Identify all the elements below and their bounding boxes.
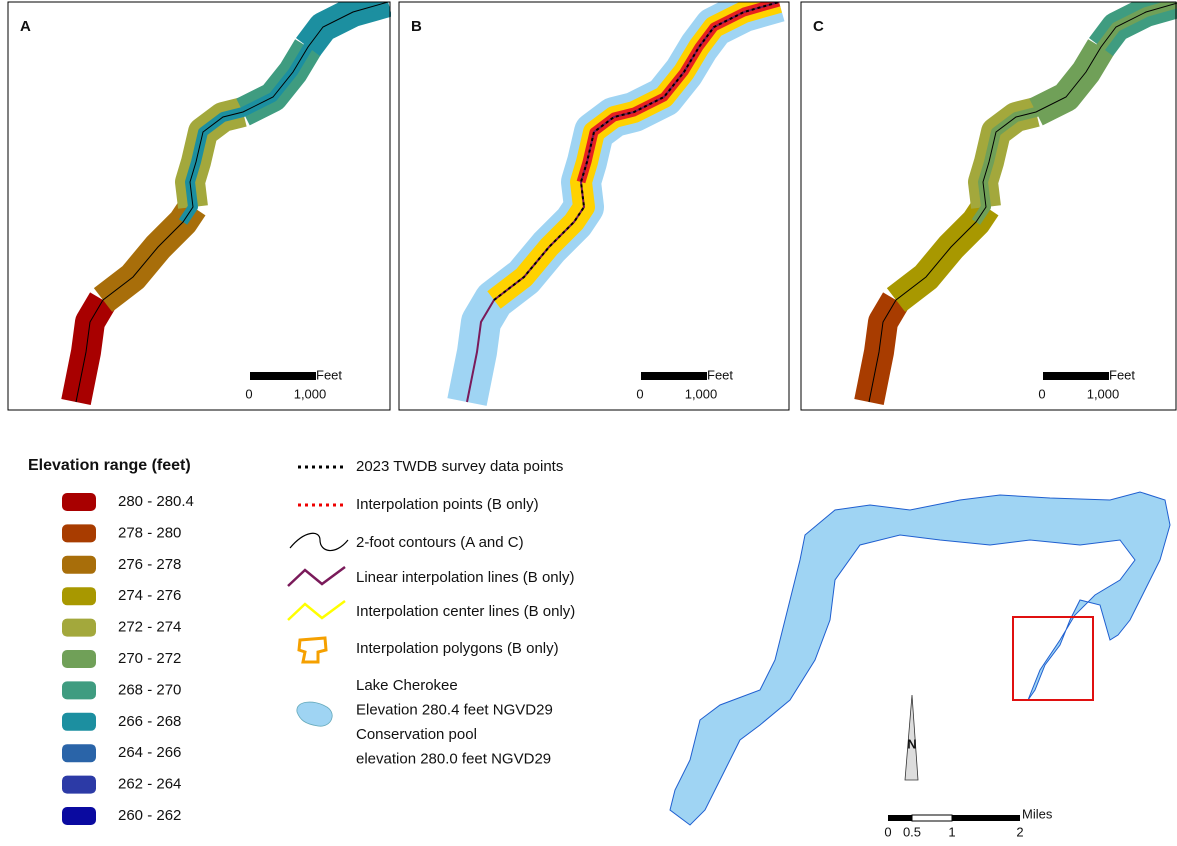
legend-label: 276 - 278 xyxy=(118,556,181,573)
lake-symbol xyxy=(297,702,332,726)
symbol-legend-labels: 2023 TWDB survey data points Interpolatio… xyxy=(356,458,575,768)
scale-bar xyxy=(250,372,316,380)
lake-label: Conservation pool xyxy=(356,726,477,743)
lake-label: Lake Cherokee xyxy=(356,677,458,694)
panel-map xyxy=(76,2,388,402)
legend-label: 274 - 276 xyxy=(118,587,181,604)
scale-label: 0 xyxy=(245,386,252,401)
location-map: N xyxy=(670,492,1170,825)
figure: A Feet 0 1,000 B Feet 0 1,000 C Feet 0 1,000 Elevat… xyxy=(0,0,1177,846)
miles-scale-labels: Miles 0 0.5 1 2 xyxy=(884,806,1052,839)
panel-map xyxy=(869,2,1177,402)
lake-label: elevation 280.0 feet NGVD29 xyxy=(356,750,551,767)
legend-swatch xyxy=(62,681,96,699)
legend-swatch xyxy=(62,713,96,731)
map-panel: A Feet 0 1,000 xyxy=(8,2,390,410)
scale-label: 1,000 xyxy=(294,386,327,401)
symbol-legend xyxy=(288,467,348,726)
legend-label: 270 - 272 xyxy=(118,650,181,667)
legend-label: 268 - 270 xyxy=(118,681,181,698)
scale-bar xyxy=(641,372,707,380)
contour xyxy=(76,2,388,402)
contour xyxy=(869,2,1177,402)
buffer xyxy=(467,2,779,402)
legend-swatch xyxy=(62,650,96,668)
elevation-band xyxy=(76,300,103,402)
legend-swatch xyxy=(62,493,96,511)
elevation-legend: 280 - 280.4 278 - 280 276 - 278 274 - 276 27… xyxy=(62,493,194,825)
center-line-symbol xyxy=(288,601,345,620)
legend-label: 262 - 264 xyxy=(118,776,181,793)
legend-swatch xyxy=(62,619,96,637)
scale-label: 0 xyxy=(884,824,891,839)
legend-swatch xyxy=(62,556,96,574)
panel-label: C xyxy=(813,18,824,35)
symbol-label: 2023 TWDB survey data points xyxy=(356,458,563,475)
legend-label: 272 - 274 xyxy=(118,619,181,636)
symbol-label: Interpolation polygons (B only) xyxy=(356,640,559,657)
map-panel: C Feet 0 1,000 xyxy=(801,2,1177,410)
scale-label: 1,000 xyxy=(1087,386,1120,401)
panel-map xyxy=(467,2,779,402)
legend-swatch xyxy=(62,587,96,605)
legend-label: 280 - 280.4 xyxy=(118,493,194,510)
scale-unit: Feet xyxy=(707,367,733,382)
legend-label: 264 - 266 xyxy=(118,744,181,761)
interp-line xyxy=(467,2,779,402)
polygon-symbol xyxy=(299,638,326,662)
north-label: N xyxy=(907,736,916,751)
contour-symbol xyxy=(290,533,348,550)
extent-box xyxy=(1013,617,1093,700)
scale-label: 0.5 xyxy=(903,824,921,839)
legend-swatch xyxy=(62,776,96,794)
scale-label: 2 xyxy=(1016,824,1023,839)
legend-swatch xyxy=(62,744,96,762)
scale-seg xyxy=(952,815,1020,821)
symbol-label: 2-foot contours (A and C) xyxy=(356,534,524,551)
panels: A Feet 0 1,000 B Feet 0 1,000 C Feet 0 1,000 xyxy=(8,2,1177,410)
symbol-label: Interpolation points (B only) xyxy=(356,496,539,513)
legend-label: 266 - 268 xyxy=(118,713,181,730)
scale-seg xyxy=(888,815,912,821)
scale-unit: Feet xyxy=(316,367,342,382)
elevation-band xyxy=(869,300,896,402)
legend-swatch xyxy=(62,524,96,542)
scale-label: 1 xyxy=(948,824,955,839)
panel-label: A xyxy=(20,18,31,35)
legend-title: Elevation range (feet) xyxy=(28,457,191,474)
map-panel: B Feet 0 1,000 xyxy=(399,2,789,410)
scale-label: 1,000 xyxy=(685,386,718,401)
scale-seg xyxy=(912,815,952,821)
scale-label: 0 xyxy=(636,386,643,401)
panel-label: B xyxy=(411,18,422,35)
elevation-band xyxy=(896,207,986,300)
lake-label: Elevation 280.4 feet NGVD29 xyxy=(356,701,553,718)
legend-swatch xyxy=(62,807,96,825)
scale-bar xyxy=(1043,372,1109,380)
linear-line-symbol xyxy=(288,567,345,586)
scale-unit: Feet xyxy=(1109,367,1135,382)
scale-unit: Miles xyxy=(1022,806,1053,821)
legend-label: 260 - 262 xyxy=(118,807,181,824)
lake-map xyxy=(670,492,1170,825)
symbol-label: Linear interpolation lines (B only) xyxy=(356,569,574,586)
symbol-label: Interpolation center lines (B only) xyxy=(356,603,575,620)
center-band xyxy=(494,2,779,300)
legend-label: 278 - 280 xyxy=(118,524,181,541)
scale-label: 0 xyxy=(1038,386,1045,401)
elevation-band xyxy=(103,207,193,300)
